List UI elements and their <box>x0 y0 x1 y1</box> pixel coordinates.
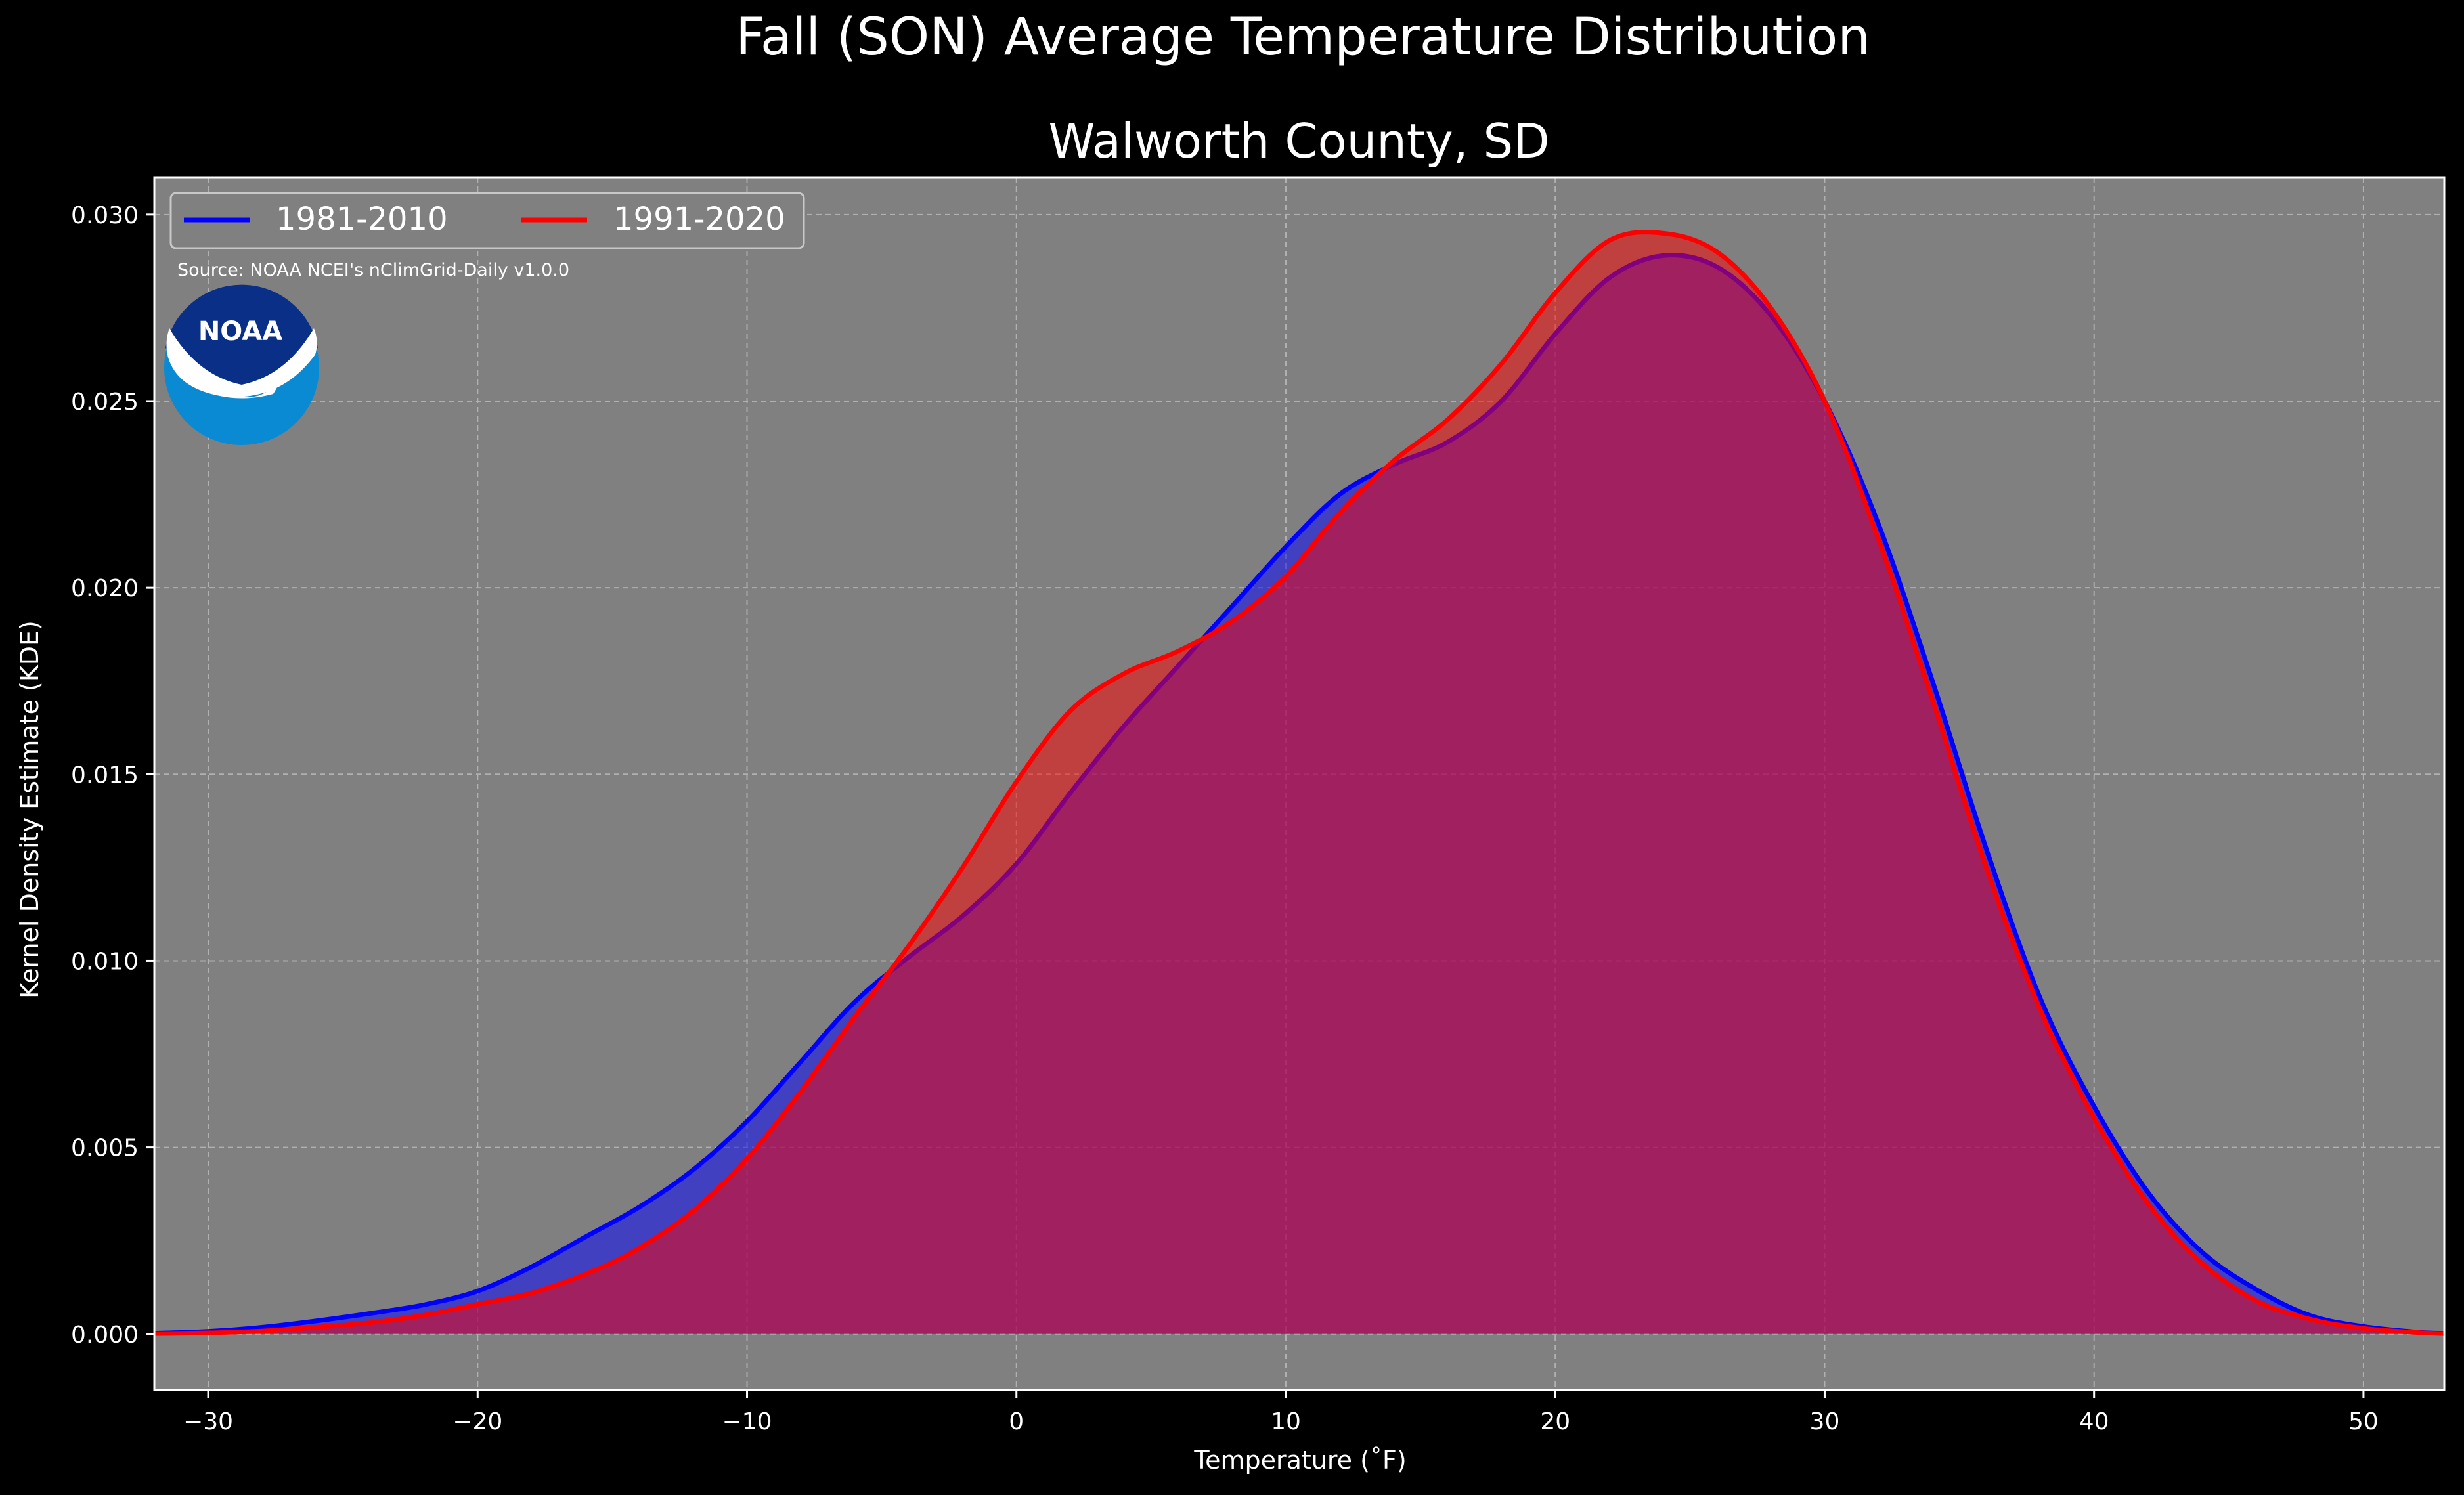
y-axis-label: Kernel Density Estimate (KDE) <box>15 620 44 999</box>
x-tick-label: 40 <box>2079 1408 2109 1435</box>
y-tick-label: 0.000 <box>71 1322 139 1349</box>
x-tick-label: −30 <box>183 1408 233 1435</box>
series-area-1991-2020 <box>154 232 2444 1334</box>
series-line-1981-2010 <box>154 253 2445 1336</box>
y-tick-label: 0.020 <box>71 575 139 602</box>
x-tick-label: −10 <box>722 1408 772 1435</box>
noaa-logo-icon: NOAA <box>164 284 319 445</box>
x-tick-label: 0 <box>1009 1408 1024 1435</box>
legend-label-1991-2020: 1991-2020 <box>613 201 785 238</box>
x-axis-label: Temperature (˚F) <box>1193 1446 1406 1475</box>
y-tick-label: 0.010 <box>71 948 139 975</box>
plot-frame <box>153 176 2446 1391</box>
noaa-logo-text: NOAA <box>198 316 282 347</box>
x-tick-label: 50 <box>2348 1408 2379 1435</box>
legend: 1981-2010 1991-2020 <box>169 192 805 249</box>
x-tick-label: 10 <box>1271 1408 1301 1435</box>
x-tick-label: 30 <box>1810 1408 1840 1435</box>
legend-label-1981-2010: 1981-2010 <box>276 201 448 238</box>
source-annotation: Source: NOAA NCEI's nClimGrid-Daily v1.0… <box>177 260 569 280</box>
series-layer <box>154 230 2445 1336</box>
x-tick-label: −20 <box>452 1408 502 1435</box>
chart-subtitle: Walworth County, SD <box>1048 114 1549 169</box>
y-tick-label: 0.005 <box>71 1135 139 1162</box>
x-tick-label: 20 <box>1540 1408 1570 1435</box>
legend-box <box>169 192 805 249</box>
axis-ticks: −30 −20 −10 0 10 20 30 40 50 0.000 0.005 0.010 0.015… <box>71 202 2379 1435</box>
y-tick-label: 0.030 <box>71 202 139 229</box>
y-tick-label: 0.025 <box>71 389 139 416</box>
figure-title: Fall (SON) Average Temperature Distribut… <box>736 8 1870 67</box>
y-tick-label: 0.015 <box>71 762 139 789</box>
series-line-1991-2020 <box>154 230 2445 1336</box>
